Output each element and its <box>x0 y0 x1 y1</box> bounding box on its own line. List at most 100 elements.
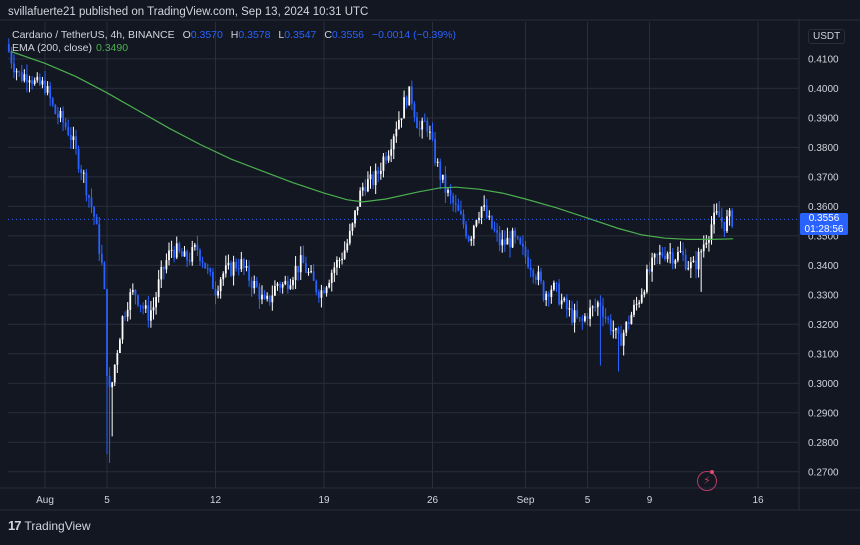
candle-body <box>217 291 219 296</box>
candle-body <box>519 237 522 244</box>
candle-body <box>46 85 49 93</box>
candle-body <box>263 294 266 299</box>
candle-body <box>503 239 506 245</box>
candle-body <box>715 211 718 213</box>
candle-body <box>713 212 715 225</box>
candle-body <box>480 206 483 218</box>
candle-body <box>555 282 558 284</box>
candle-body <box>359 190 362 207</box>
y-tick-label: 0.3900 <box>808 113 839 124</box>
candle-body <box>297 265 300 273</box>
candle-body <box>98 224 101 254</box>
low-key: L <box>278 29 285 41</box>
open-value: 0.3570 <box>190 29 223 41</box>
candle-body <box>534 277 537 280</box>
candle-body <box>514 230 517 237</box>
candle-body <box>28 80 31 83</box>
candle-body <box>258 286 261 300</box>
candle-body <box>201 260 204 263</box>
candle-body <box>658 252 661 255</box>
y-tick-label: 0.4000 <box>808 84 839 95</box>
grid-layer <box>8 22 799 488</box>
candle-body <box>653 254 656 258</box>
ema-legend[interactable]: EMA (200, close) 0.3490 <box>12 42 128 54</box>
candle-body <box>488 215 491 218</box>
candle-body <box>186 251 188 261</box>
candle-body <box>731 210 734 227</box>
footer-brand[interactable]: 17 TradingView <box>8 518 91 533</box>
candle-body <box>395 128 398 137</box>
lightning-icon[interactable]: ⚡ <box>697 471 717 491</box>
ohlc-legend: Cardano / TetherUS, 4h, BINANCE O0.3570 … <box>12 29 456 41</box>
candle-body <box>547 293 550 297</box>
candle-body <box>183 251 186 257</box>
candle-body <box>139 305 142 307</box>
currency-label[interactable]: USDT <box>808 29 846 44</box>
candle-body <box>294 265 297 280</box>
candle-body <box>255 280 258 287</box>
candle-body <box>59 110 62 118</box>
x-tick-label: 26 <box>427 495 439 506</box>
candle-body <box>669 252 672 254</box>
candle-body <box>147 305 150 321</box>
candle-body <box>475 220 478 226</box>
ema-layer <box>10 50 734 240</box>
candle-body <box>170 249 173 251</box>
candle-body <box>240 259 243 270</box>
candle-body <box>522 243 524 247</box>
candle-body <box>85 172 88 196</box>
candle-body <box>687 268 690 270</box>
candle-body <box>33 80 36 85</box>
candle-body <box>470 238 473 241</box>
candle-body <box>379 170 382 174</box>
candle-body <box>372 174 374 186</box>
candle-body <box>31 80 33 85</box>
y-tick-label: 0.4100 <box>808 54 839 65</box>
candle-body <box>72 136 75 141</box>
close-value: 0.3556 <box>331 29 365 41</box>
candle-body <box>602 305 604 317</box>
candle-body <box>75 136 77 149</box>
candle-body <box>330 272 333 283</box>
candle-body <box>173 249 176 258</box>
candle-body <box>679 250 682 252</box>
candle-body <box>418 128 421 130</box>
candle-body <box>227 262 230 266</box>
candle-body <box>633 304 635 315</box>
candle-body <box>292 279 294 286</box>
candle-body <box>491 215 493 229</box>
candle-body <box>320 290 323 298</box>
candle-body <box>447 189 449 193</box>
candle-body <box>586 316 589 319</box>
candle-body <box>374 170 377 186</box>
candle-body <box>165 260 168 270</box>
candle-body <box>142 306 145 309</box>
candle-body <box>387 155 390 161</box>
candle-body <box>93 207 95 217</box>
y-tick-label: 0.2800 <box>808 438 839 449</box>
candle-body <box>506 237 509 245</box>
x-tick-label: Sep <box>517 495 535 506</box>
candle-body <box>26 74 28 83</box>
candle-body <box>493 228 496 231</box>
candle-body <box>677 251 679 261</box>
candle-body <box>509 237 511 248</box>
candle-body <box>408 86 411 106</box>
candle-body <box>168 250 170 261</box>
symbol-label[interactable]: Cardano / TetherUS, 4h, BINANCE <box>12 29 175 41</box>
candle-body <box>100 253 103 263</box>
candle-body <box>235 261 238 269</box>
candle-body <box>718 211 721 218</box>
candle-body <box>364 187 367 192</box>
candle-body <box>444 174 447 193</box>
y-tick-label: 0.2700 <box>808 467 839 478</box>
candle-body <box>253 280 256 289</box>
candle-body <box>106 288 108 376</box>
candle-body <box>38 76 41 85</box>
candle-body <box>310 271 312 273</box>
candle-body <box>560 300 563 305</box>
candle-body <box>302 255 305 264</box>
candle-body <box>108 375 111 388</box>
candle-body <box>609 319 612 331</box>
